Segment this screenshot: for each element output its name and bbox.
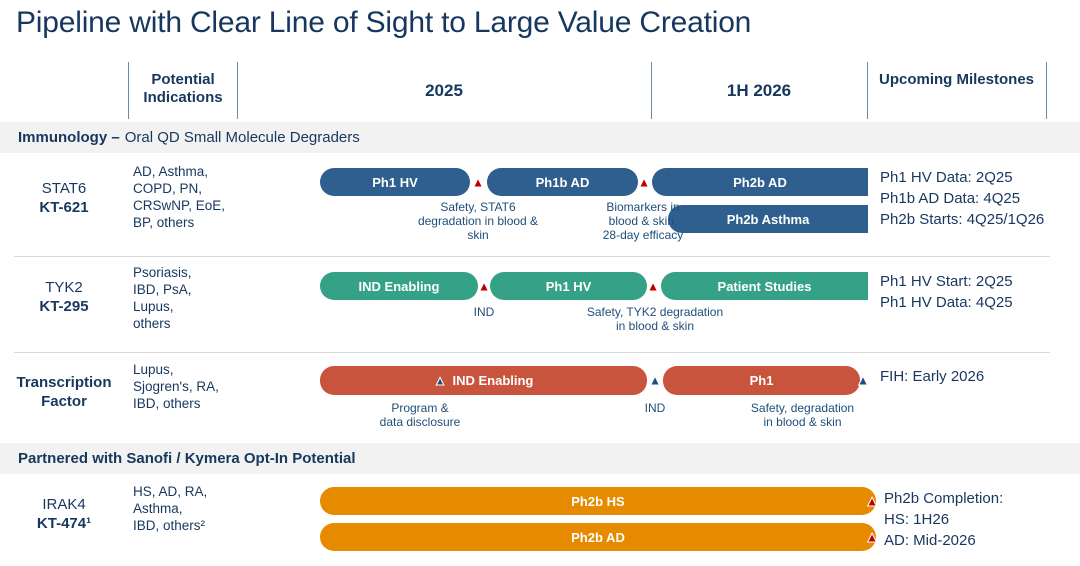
program-irak4: IRAK4 KT-474¹: [0, 495, 128, 533]
bar-tyk2-patient-studies: Patient Studies: [661, 272, 868, 300]
indications-irak4: HS, AD, RA, Asthma, IBD, others²: [133, 483, 243, 534]
section-title-bold: Partnered with Sanofi / Kymera Opt-In Po…: [18, 450, 356, 467]
bar-label: IND Enabling: [452, 373, 534, 388]
annotation-line: Program &: [391, 401, 449, 415]
indication-line: BP, others: [133, 215, 195, 230]
annotation-line: skin: [467, 228, 489, 242]
column-header-2025: 2025: [425, 81, 463, 100]
indications-tyk2: Psoriasis, IBD, PsA, Lupus, others: [133, 264, 243, 332]
milestone-line: HS: 1H26: [884, 511, 950, 528]
indication-line: others: [133, 316, 171, 331]
annotation-tyk2-safety: Safety, TYK2 degradation in blood & skin: [553, 305, 757, 333]
bar-irak4-ph2b-ad: Ph2b AD: [320, 523, 876, 551]
indication-line: AD, Asthma,: [133, 164, 209, 179]
column-header-upcoming-milestones: Upcoming Milestones: [878, 71, 1035, 88]
section-title-rest: Oral QD Small Molecule Degraders: [124, 129, 360, 146]
program-target: IRAK4: [42, 496, 86, 513]
row-divider: [14, 352, 1050, 353]
annotation-line: in blood & skin: [615, 319, 695, 333]
indication-line: Lupus,: [133, 299, 174, 314]
annotation-stat6-biomarkers: Biomarkers in blood & skin, 28-day effic…: [573, 200, 713, 242]
milestone-line: FIH: Early 2026: [880, 368, 985, 385]
annotation-tf-ind: IND: [615, 401, 695, 415]
program-stat6: STAT6 KT-621: [0, 179, 128, 217]
program-code: KT-621: [39, 199, 89, 216]
bar-stat6-ph1-hv: Ph1 HV: [320, 168, 470, 196]
program-code: KT-295: [39, 298, 89, 315]
program-target: STAT6: [41, 180, 87, 197]
column-header-potential-indications: Potential Indications: [143, 71, 223, 106]
annotation-tyk2-ind: IND: [444, 305, 524, 319]
annotation-line: data disclosure: [379, 415, 461, 429]
indication-line: CRSwNP, EoE,: [133, 198, 226, 213]
milestone-line: Ph2b Completion:: [884, 490, 1004, 507]
indication-line: COPD, PN,: [133, 181, 203, 196]
milestones-tyk2: Ph1 HV Start: 2Q25 Ph1 HV Data: 4Q25: [880, 271, 1013, 313]
annotation-line: blood & skin,: [608, 214, 678, 228]
milestones-tf: FIH: Early 2026: [880, 366, 984, 387]
disclosure-marker-icon: ▲: [433, 373, 447, 389]
milestone-marker-icon: ▲: [470, 174, 486, 191]
header-divider: [1046, 62, 1047, 119]
annotation-line: IND: [473, 305, 495, 319]
annotation-line: Biomarkers in: [606, 200, 680, 214]
annotation-line: 28-day efficacy: [602, 228, 684, 242]
annotation-line: Safety, degradation: [750, 401, 855, 415]
indication-line: Psoriasis,: [133, 265, 192, 280]
indication-line: Lupus,: [133, 362, 174, 377]
annotation-line: in blood & skin: [763, 415, 842, 429]
indications-stat6: AD, Asthma, COPD, PN, CRSwNP, EoE, BP, o…: [133, 163, 243, 231]
milestone-line: Ph2b Starts: 4Q25/1Q26: [880, 211, 1045, 228]
bar-tyk2-ph1-hv: Ph1 HV: [490, 272, 647, 300]
annotation-line: degradation in blood &: [417, 214, 539, 228]
bar-stat6-ph2b-asthma: Ph2b Asthma: [668, 205, 868, 233]
indications-tf: Lupus, Sjogren's, RA, IBD, others: [133, 361, 243, 412]
row-divider: [14, 256, 1050, 257]
indication-line: Sjogren's, RA,: [133, 379, 219, 394]
program-target: TYK2: [45, 279, 83, 296]
milestones-stat6: Ph1 HV Data: 2Q25 Ph1b AD Data: 4Q25 Ph2…: [880, 167, 1044, 230]
header-divider: [867, 62, 868, 119]
bar-stat6-ph2b-ad: Ph2b AD: [652, 168, 868, 196]
annotation-tf-safety: Safety, degradation in blood & skin: [710, 401, 895, 429]
header-divider: [651, 62, 652, 119]
annotation-line: Safety, TYK2 degradation: [586, 305, 724, 319]
indication-line: HS, AD, RA,: [133, 484, 208, 499]
annotation-line: Safety, STAT6: [440, 200, 516, 214]
annotation-line: IND: [644, 401, 666, 415]
program-target: Transcription: [16, 374, 112, 391]
section-title-bold: Immunology –: [18, 129, 120, 146]
program-code: KT-474¹: [36, 515, 92, 532]
header-divider: [128, 62, 129, 119]
page-title: Pipeline with Clear Line of Sight to Lar…: [16, 6, 752, 39]
bar-tf-ph1: Ph1: [663, 366, 860, 395]
program-transcription-factor: Transcription Factor: [0, 373, 128, 411]
indication-line: IBD, others: [133, 396, 201, 411]
indication-line: Asthma,: [133, 501, 183, 516]
column-header-1h-2026: 1H 2026: [726, 81, 792, 100]
section-header-immunology: Immunology – Oral QD Small Molecule Degr…: [0, 122, 1080, 153]
milestone-line: Ph1 HV Data: 4Q25: [880, 294, 1013, 311]
bar-tf-ind-enabling: ▲ IND Enabling: [320, 366, 647, 395]
milestone-line: Ph1b AD Data: 4Q25: [880, 190, 1021, 207]
program-tyk2: TYK2 KT-295: [0, 278, 128, 316]
milestone-line: AD: Mid-2026: [884, 532, 976, 549]
header-divider: [237, 62, 238, 119]
bar-irak4-ph2b-hs: Ph2b HS: [320, 487, 876, 515]
indication-line: IBD, PsA,: [133, 282, 192, 297]
annotation-stat6-safety: Safety, STAT6 degradation in blood & ski…: [388, 200, 568, 242]
milestones-irak4: Ph2b Completion: HS: 1H26 AD: Mid-2026: [884, 488, 1003, 551]
bar-stat6-ph1b-ad: Ph1b AD: [487, 168, 638, 196]
milestone-line: Ph1 HV Data: 2Q25: [880, 169, 1013, 186]
program-target-line2: Factor: [41, 393, 87, 410]
bar-tyk2-ind-enabling: IND Enabling: [320, 272, 478, 300]
indication-line: IBD, others²: [133, 518, 206, 533]
milestone-line: Ph1 HV Start: 2Q25: [880, 273, 1013, 290]
section-header-partnered: Partnered with Sanofi / Kymera Opt-In Po…: [0, 443, 1080, 474]
annotation-tf-program-disclosure: Program & data disclosure: [330, 401, 510, 429]
